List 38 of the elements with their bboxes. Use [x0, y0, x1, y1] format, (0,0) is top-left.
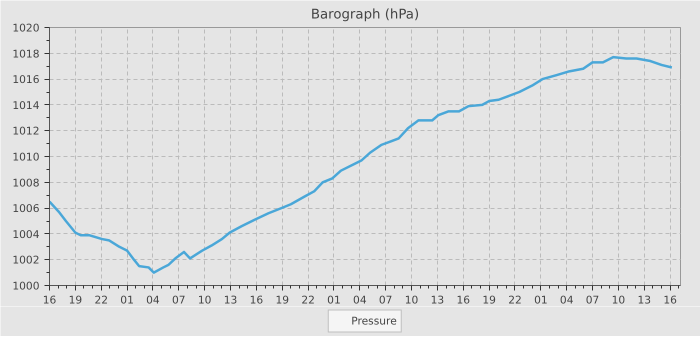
x-tick-label: 22 — [508, 294, 522, 306]
x-tick-label: 16 — [663, 294, 678, 306]
x-tick-label: 07 — [586, 294, 600, 306]
chart-title: Barograph (hPa) — [310, 8, 420, 22]
x-tick-label: 13 — [638, 294, 652, 306]
x-tick-label: 13 — [430, 294, 444, 306]
y-tick-label: 1002 — [12, 254, 40, 267]
y-tick-label: 1014 — [12, 98, 40, 112]
x-tick-label: 10 — [612, 294, 626, 306]
x-tick-label: 10 — [404, 294, 419, 306]
x-tick-label: 13 — [224, 294, 238, 306]
y-tick-label: 1016 — [12, 73, 40, 86]
y-tick-label: 1010 — [12, 150, 40, 164]
x-tick-label: 22 — [94, 294, 108, 306]
x-tick-label: 16 — [42, 294, 56, 306]
x-tick-label: 16 — [456, 294, 470, 306]
text: Pressure — [351, 314, 397, 328]
x-tick-label: 16 — [250, 294, 264, 306]
x-tick-label: 19 — [275, 294, 290, 306]
x-tick-label: 19 — [68, 294, 82, 306]
x-tick-label: 04 — [353, 294, 367, 306]
x-tick-label: 19 — [482, 294, 496, 306]
x-tick-label: 07 — [172, 294, 186, 306]
x-tick-label: 01 — [534, 294, 548, 306]
x-tick-label: 22 — [301, 294, 315, 306]
y-tick-label: 1004 — [12, 228, 40, 241]
x-tick-label: 01 — [120, 294, 134, 306]
y-tick-label: 1008 — [12, 176, 40, 190]
x-tick-label: 04 — [146, 294, 160, 306]
y-tick-label: 1012 — [12, 124, 40, 138]
x-tick-label: 01 — [327, 294, 341, 306]
y-tick-label: 1020 — [12, 22, 40, 34]
y-tick-label: 1018 — [12, 47, 40, 60]
x-tick-label: 07 — [378, 294, 392, 306]
x-tick-label: 04 — [560, 294, 574, 306]
x-tick-label: 10 — [198, 294, 212, 306]
y-tick-label: 1006 — [12, 202, 40, 216]
y-tick-label: 1000 — [12, 280, 40, 292]
